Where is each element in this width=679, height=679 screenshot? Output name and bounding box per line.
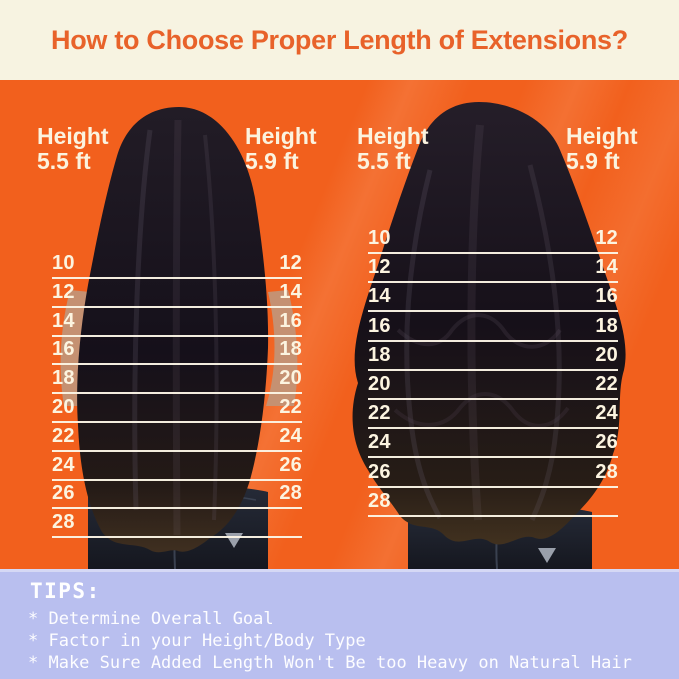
length-value-left: 16 bbox=[368, 314, 391, 337]
tip-item: * Factor in your Height/Body Type bbox=[28, 631, 366, 651]
length-row: 10 12 bbox=[368, 227, 618, 254]
length-value-right: 28 bbox=[279, 482, 302, 505]
length-value-right: 14 bbox=[595, 256, 618, 279]
length-value-right: 12 bbox=[595, 227, 618, 249]
length-row: 28 bbox=[368, 490, 618, 517]
length-row: 20 22 bbox=[368, 373, 618, 400]
page-title: How to Choose Proper Length of Extension… bbox=[51, 24, 628, 55]
length-row: 14 16 bbox=[52, 310, 302, 337]
length-value-right: 20 bbox=[279, 367, 302, 390]
tip-item: * Make Sure Added Length Won't Be too He… bbox=[28, 653, 632, 673]
length-row: 22 24 bbox=[52, 425, 302, 452]
length-row: 28 bbox=[52, 511, 302, 539]
length-value-right: 24 bbox=[595, 402, 618, 425]
length-value-left: 18 bbox=[368, 343, 391, 366]
length-value-left: 12 bbox=[52, 280, 75, 303]
length-row: 18 20 bbox=[52, 367, 302, 395]
length-value-right: 20 bbox=[595, 343, 618, 366]
length-value-left: 24 bbox=[368, 431, 391, 454]
length-value-right: 16 bbox=[595, 285, 618, 308]
length-row: 24 26 bbox=[52, 454, 302, 481]
length-row: 14 16 bbox=[368, 285, 618, 313]
hair-comparison-scene: Height 5.5 ft Height 5.9 ft Height 5.5 f… bbox=[0, 80, 679, 569]
length-value-left: 26 bbox=[52, 482, 75, 505]
length-value-right: 28 bbox=[595, 460, 618, 483]
length-value-left: 10 bbox=[52, 252, 75, 274]
length-value-left: 18 bbox=[52, 367, 75, 390]
tips-list: * Determine Overall Goal * Factor in you… bbox=[28, 608, 679, 674]
length-value-right: 22 bbox=[279, 396, 302, 418]
length-value-left: 26 bbox=[368, 460, 391, 483]
length-value-left: 24 bbox=[52, 453, 75, 476]
length-value-left: 22 bbox=[52, 424, 75, 447]
tips-section: TIPS: * Determine Overall Goal * Factor … bbox=[0, 569, 679, 679]
length-row: 24 26 bbox=[368, 431, 618, 459]
title-banner: How to Choose Proper Length of Extension… bbox=[0, 0, 679, 80]
length-value-right: 14 bbox=[279, 280, 302, 303]
length-value-right: 22 bbox=[595, 373, 618, 395]
length-value-right: 12 bbox=[279, 252, 302, 274]
length-value-left: 22 bbox=[368, 402, 391, 425]
length-value-right: 24 bbox=[279, 424, 302, 447]
length-value-left: 28 bbox=[52, 511, 75, 534]
length-value-left: 20 bbox=[368, 373, 391, 395]
length-value-right: 16 bbox=[279, 309, 302, 332]
length-row: 22 24 bbox=[368, 402, 618, 430]
length-row: 18 20 bbox=[368, 344, 618, 371]
tips-title: TIPS: bbox=[30, 579, 101, 603]
length-value-right: 26 bbox=[595, 431, 618, 454]
length-value-left: 12 bbox=[368, 256, 391, 279]
length-value-right: 18 bbox=[595, 314, 618, 337]
length-row: 26 28 bbox=[368, 461, 618, 488]
tip-item: * Determine Overall Goal bbox=[28, 609, 274, 629]
length-value-left: 14 bbox=[52, 309, 75, 332]
length-value-left: 10 bbox=[368, 227, 391, 249]
length-value-right: 18 bbox=[279, 338, 302, 361]
length-row: 20 22 bbox=[52, 396, 302, 423]
length-row: 10 12 bbox=[52, 252, 302, 279]
length-row: 26 28 bbox=[52, 482, 302, 510]
length-ruler-straight: 10 12 12 14 14 16 16 18 18 20 20 22 22 24 24 26 26 28 28 bbox=[52, 80, 302, 569]
length-row: 12 14 bbox=[368, 256, 618, 284]
length-row: 12 14 bbox=[52, 281, 302, 308]
length-row: 16 18 bbox=[368, 315, 618, 342]
length-ruler-wavy: 10 12 12 14 14 16 16 18 18 20 20 22 22 24 24 26 26 28 28 bbox=[368, 80, 618, 569]
length-value-left: 28 bbox=[368, 489, 391, 512]
length-value-right: 26 bbox=[279, 453, 302, 476]
length-value-left: 16 bbox=[52, 338, 75, 361]
length-row: 16 18 bbox=[52, 338, 302, 366]
length-value-left: 20 bbox=[52, 396, 75, 418]
length-value-left: 14 bbox=[368, 285, 391, 308]
